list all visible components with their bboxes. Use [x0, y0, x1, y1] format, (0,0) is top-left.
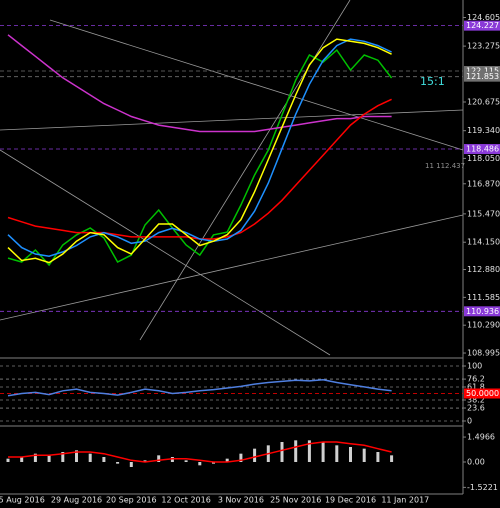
bar: [75, 450, 78, 462]
bar: [33, 453, 37, 462]
bar: [239, 453, 243, 462]
y-tick-label: 108.995: [467, 349, 500, 358]
y-tick-label: 110.290: [467, 321, 500, 330]
annotation: 15:1: [420, 75, 445, 88]
y-tick-label: -1.5221: [467, 483, 498, 492]
price-tag-label: 122.115: [466, 67, 499, 76]
y-tick-label: 0.00: [467, 458, 485, 467]
y-tick-label: 116.870: [467, 179, 500, 188]
bar: [307, 440, 311, 462]
bar: [184, 460, 188, 462]
y-tick-label: 111.585: [467, 293, 500, 302]
y-tick-label: 124.605: [467, 13, 500, 22]
bar: [362, 448, 366, 462]
bar: [102, 457, 106, 462]
bar: [376, 452, 380, 462]
bar: [198, 462, 202, 466]
y-tick-label: 0: [467, 417, 472, 426]
x-tick-label: 12 Oct 2016: [161, 496, 210, 505]
bar: [225, 458, 229, 462]
y-tick-label: 120.675: [467, 97, 500, 106]
bar: [390, 455, 394, 462]
bar: [61, 452, 65, 462]
bar: [294, 440, 298, 462]
series-line: [7, 38, 392, 264]
y-tick-label: 112.880: [467, 265, 500, 274]
bar: [253, 448, 257, 462]
trendline: [139, 0, 351, 341]
y-tick-label: 76.2: [467, 375, 485, 384]
y-tick-label: 100: [467, 362, 482, 371]
bar: [170, 457, 174, 462]
price-tag: [464, 71, 500, 82]
price-tag: [464, 388, 500, 399]
bar: [88, 453, 92, 462]
bar: [157, 455, 161, 462]
y-tick-label: 115.470: [467, 209, 500, 218]
bar: [116, 462, 120, 464]
series-line: [8, 441, 392, 463]
bar: [20, 457, 24, 462]
series-line: [7, 379, 392, 397]
trendlines: [0, 0, 464, 356]
y-tick-label: 118.050: [467, 154, 500, 163]
bar: [129, 462, 133, 467]
price-tag-label: 121.853: [466, 72, 499, 81]
bar: [143, 460, 147, 462]
series-line: [7, 48, 393, 267]
x-tick-label: 25 Nov 2016: [270, 496, 321, 505]
bar: [280, 442, 284, 462]
x-tick-label: 11 Jan 2017: [381, 496, 429, 505]
x-tick-label: 3 Nov 2016: [218, 496, 264, 505]
series-line: [7, 38, 392, 257]
x-tick-label: 29 Aug 2016: [51, 496, 102, 505]
price-tag-label: 110.936: [466, 307, 499, 316]
price-tag-label: 50.0000: [466, 389, 499, 398]
bar: [321, 442, 325, 462]
bar: [349, 447, 352, 462]
price-tag: [464, 66, 500, 77]
y-tick-label: 114.150: [467, 238, 500, 247]
trendline: [0, 214, 464, 321]
y-tick-label: 123.275: [467, 42, 500, 51]
annotation: 11 112.437: [425, 162, 465, 170]
price-tag: [464, 20, 500, 31]
price-tag: [464, 144, 500, 155]
trendline: [0, 109, 464, 131]
bar: [6, 458, 10, 462]
x-tick-label: 5 Aug 2016: [0, 496, 45, 505]
y-tick-label: 38.2: [467, 395, 485, 404]
y-tick-label: 61.8: [467, 383, 485, 392]
x-tick-label: 19 Dec 2016: [325, 496, 376, 505]
bar: [47, 455, 51, 462]
price-tag-label: 124.227: [466, 21, 499, 30]
y-tick-label: 119.340: [467, 126, 500, 135]
bar: [212, 462, 215, 464]
series-line: [7, 34, 392, 133]
trendline: [49, 19, 464, 151]
series-line: [7, 98, 392, 240]
price-tag-label: 118.486: [466, 145, 499, 154]
trendline: [0, 149, 331, 356]
price-tag: [464, 306, 500, 317]
y-tick-label: 23.6: [467, 404, 485, 413]
bar: [335, 445, 339, 462]
y-tick-label: 1.4966: [467, 433, 495, 442]
x-tick-label: 20 Sep 2016: [106, 496, 157, 505]
